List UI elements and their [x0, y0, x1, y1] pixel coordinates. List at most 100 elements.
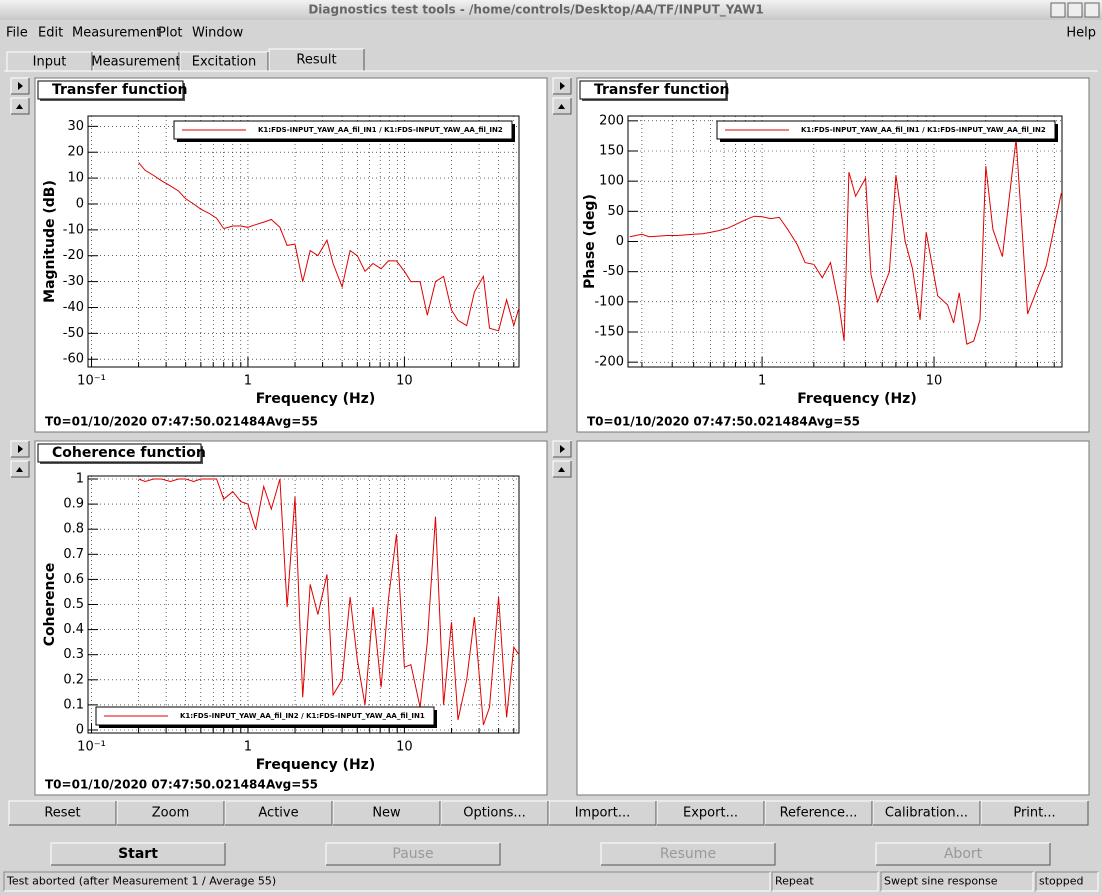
panel-title-box: [579, 80, 727, 100]
menu-item[interactable]: Window: [192, 26, 244, 41]
plot-button-label[interactable]: Active: [258, 806, 298, 821]
panel-arrow-button-shadow: [11, 461, 30, 478]
arrow-icon: [558, 467, 565, 472]
plot-panel: [34, 440, 548, 796]
panel-title-box: [37, 80, 184, 100]
minimize-button[interactable]: [1050, 2, 1066, 18]
plot-button[interactable]: [440, 800, 549, 826]
panel-title: Transfer function: [52, 82, 187, 98]
run-button-label[interactable]: Pause: [392, 846, 433, 862]
time-label: T0=01/10/2020 07:47:50.021484: [45, 415, 266, 429]
legend-label: K1:FDS-INPUT_YAW_AA_fil_IN1 / K1:FDS-INP…: [801, 126, 1046, 134]
x-axis-title: Frequency (Hz): [256, 757, 375, 773]
y-tick-label: 0.7: [63, 547, 84, 562]
plot-button-shadow: [9, 801, 117, 826]
menu-item[interactable]: Plot: [158, 26, 183, 41]
plot-button-label[interactable]: Calibration...: [885, 806, 968, 821]
y-tick-label: 20: [67, 145, 84, 160]
plot-button-shadow: [765, 801, 873, 826]
plot-button[interactable]: [872, 800, 981, 826]
tab-label[interactable]: Result: [296, 53, 336, 68]
plot-button-shadow: [333, 801, 441, 826]
avg-label: Avg=55: [266, 778, 318, 792]
y-tick-label: 0.8: [63, 522, 84, 537]
plot-button-label[interactable]: Import...: [575, 806, 631, 821]
close-button[interactable]: [1084, 2, 1100, 18]
x-tick-label: 1: [244, 374, 252, 389]
plot-button-shadow: [549, 801, 657, 826]
plot-button[interactable]: [116, 800, 225, 826]
arrow-icon: [18, 445, 23, 453]
time-label: T0=01/10/2020 07:47:50.021484: [45, 778, 266, 792]
y-tick-label: -30: [63, 274, 84, 289]
y-tick-label: 0.2: [63, 672, 84, 687]
panel-arrow-button-shadow: [553, 98, 572, 115]
panel-arrow-button-shadow: [553, 78, 572, 95]
status-field-shadow: [1036, 872, 1099, 892]
menu-help[interactable]: Help: [1066, 26, 1096, 41]
time-label: T0=01/10/2020 07:47:50.021484: [587, 415, 808, 429]
plot-panel: [576, 440, 1090, 796]
plot-button[interactable]: [332, 800, 441, 826]
status-text: Test aborted (after Measurement 1 / Aver…: [6, 875, 276, 888]
x-tick-label: 10⁻¹: [77, 740, 106, 755]
plot-button-label[interactable]: Print...: [1013, 806, 1055, 821]
x-tick-label: 10: [396, 374, 413, 389]
menu-item[interactable]: File: [6, 26, 28, 41]
tab-label[interactable]: Input: [33, 55, 67, 70]
legend-label: K1:FDS-INPUT_YAW_AA_fil_IN2 / K1:FDS-INP…: [180, 712, 425, 720]
y-tick-label: -200: [594, 355, 624, 370]
run-button-label[interactable]: Resume: [660, 846, 716, 862]
y-tick-label: -150: [594, 325, 624, 340]
run-button-label[interactable]: Abort: [944, 846, 983, 862]
data-line: [138, 478, 520, 726]
y-tick-label: -10: [63, 222, 84, 237]
y-tick-label: 10: [67, 171, 84, 186]
plot-button-shadow: [225, 801, 333, 826]
plot-button-label[interactable]: Zoom: [152, 806, 189, 821]
y-tick-label: 0: [616, 234, 624, 249]
y-tick-label: 30: [67, 119, 84, 134]
plot-button-label[interactable]: Options...: [463, 806, 526, 821]
maximize-button[interactable]: [1067, 2, 1083, 18]
tab-label[interactable]: Excitation: [192, 55, 256, 70]
tab-label[interactable]: Measurement: [91, 55, 180, 70]
y-axis-title: Phase (deg): [582, 194, 598, 289]
run-button-label[interactable]: Start: [118, 846, 158, 862]
y-tick-label: 0: [76, 196, 84, 211]
plot-button[interactable]: [548, 800, 657, 826]
panel-title-box: [37, 443, 202, 463]
y-tick-label: 0.5: [63, 597, 84, 612]
menu-item[interactable]: Measurement: [72, 26, 161, 41]
status-text: Repeat: [775, 875, 814, 888]
x-axis-title: Frequency (Hz): [256, 391, 375, 407]
legend-box: [716, 120, 1056, 140]
legend-box: [95, 706, 435, 726]
y-tick-label: 0: [76, 722, 84, 737]
window-controls[interactable]: [1050, 2, 1100, 18]
y-tick-label: 0.6: [63, 572, 84, 587]
x-tick-label: 10⁻¹: [77, 374, 106, 389]
y-tick-label: 150: [599, 143, 624, 158]
y-tick-label: 0.3: [63, 647, 84, 662]
title-bar: [0, 0, 1102, 20]
menu-item[interactable]: Edit: [38, 26, 63, 41]
legend-box: [173, 120, 513, 140]
panel-arrow-button-shadow: [11, 78, 30, 95]
arrow-icon: [18, 82, 23, 90]
status-field-shadow: [4, 872, 771, 892]
status-field-shadow: [881, 872, 1034, 892]
plot-button-shadow: [117, 801, 225, 826]
y-tick-label: 200: [599, 113, 624, 128]
y-tick-label: -50: [603, 264, 624, 279]
plot-button-label[interactable]: Reset: [44, 806, 80, 821]
arrow-icon: [558, 104, 565, 109]
plot-button-label[interactable]: Export...: [683, 806, 738, 821]
avg-label: Avg=55: [266, 415, 318, 429]
plot-button-label[interactable]: Reference...: [780, 806, 858, 821]
y-axis-title: Coherence: [42, 563, 58, 647]
plot-button-label[interactable]: New: [372, 806, 401, 821]
panel-arrow-button-shadow: [11, 98, 30, 115]
run-button-shadow: [326, 843, 501, 866]
